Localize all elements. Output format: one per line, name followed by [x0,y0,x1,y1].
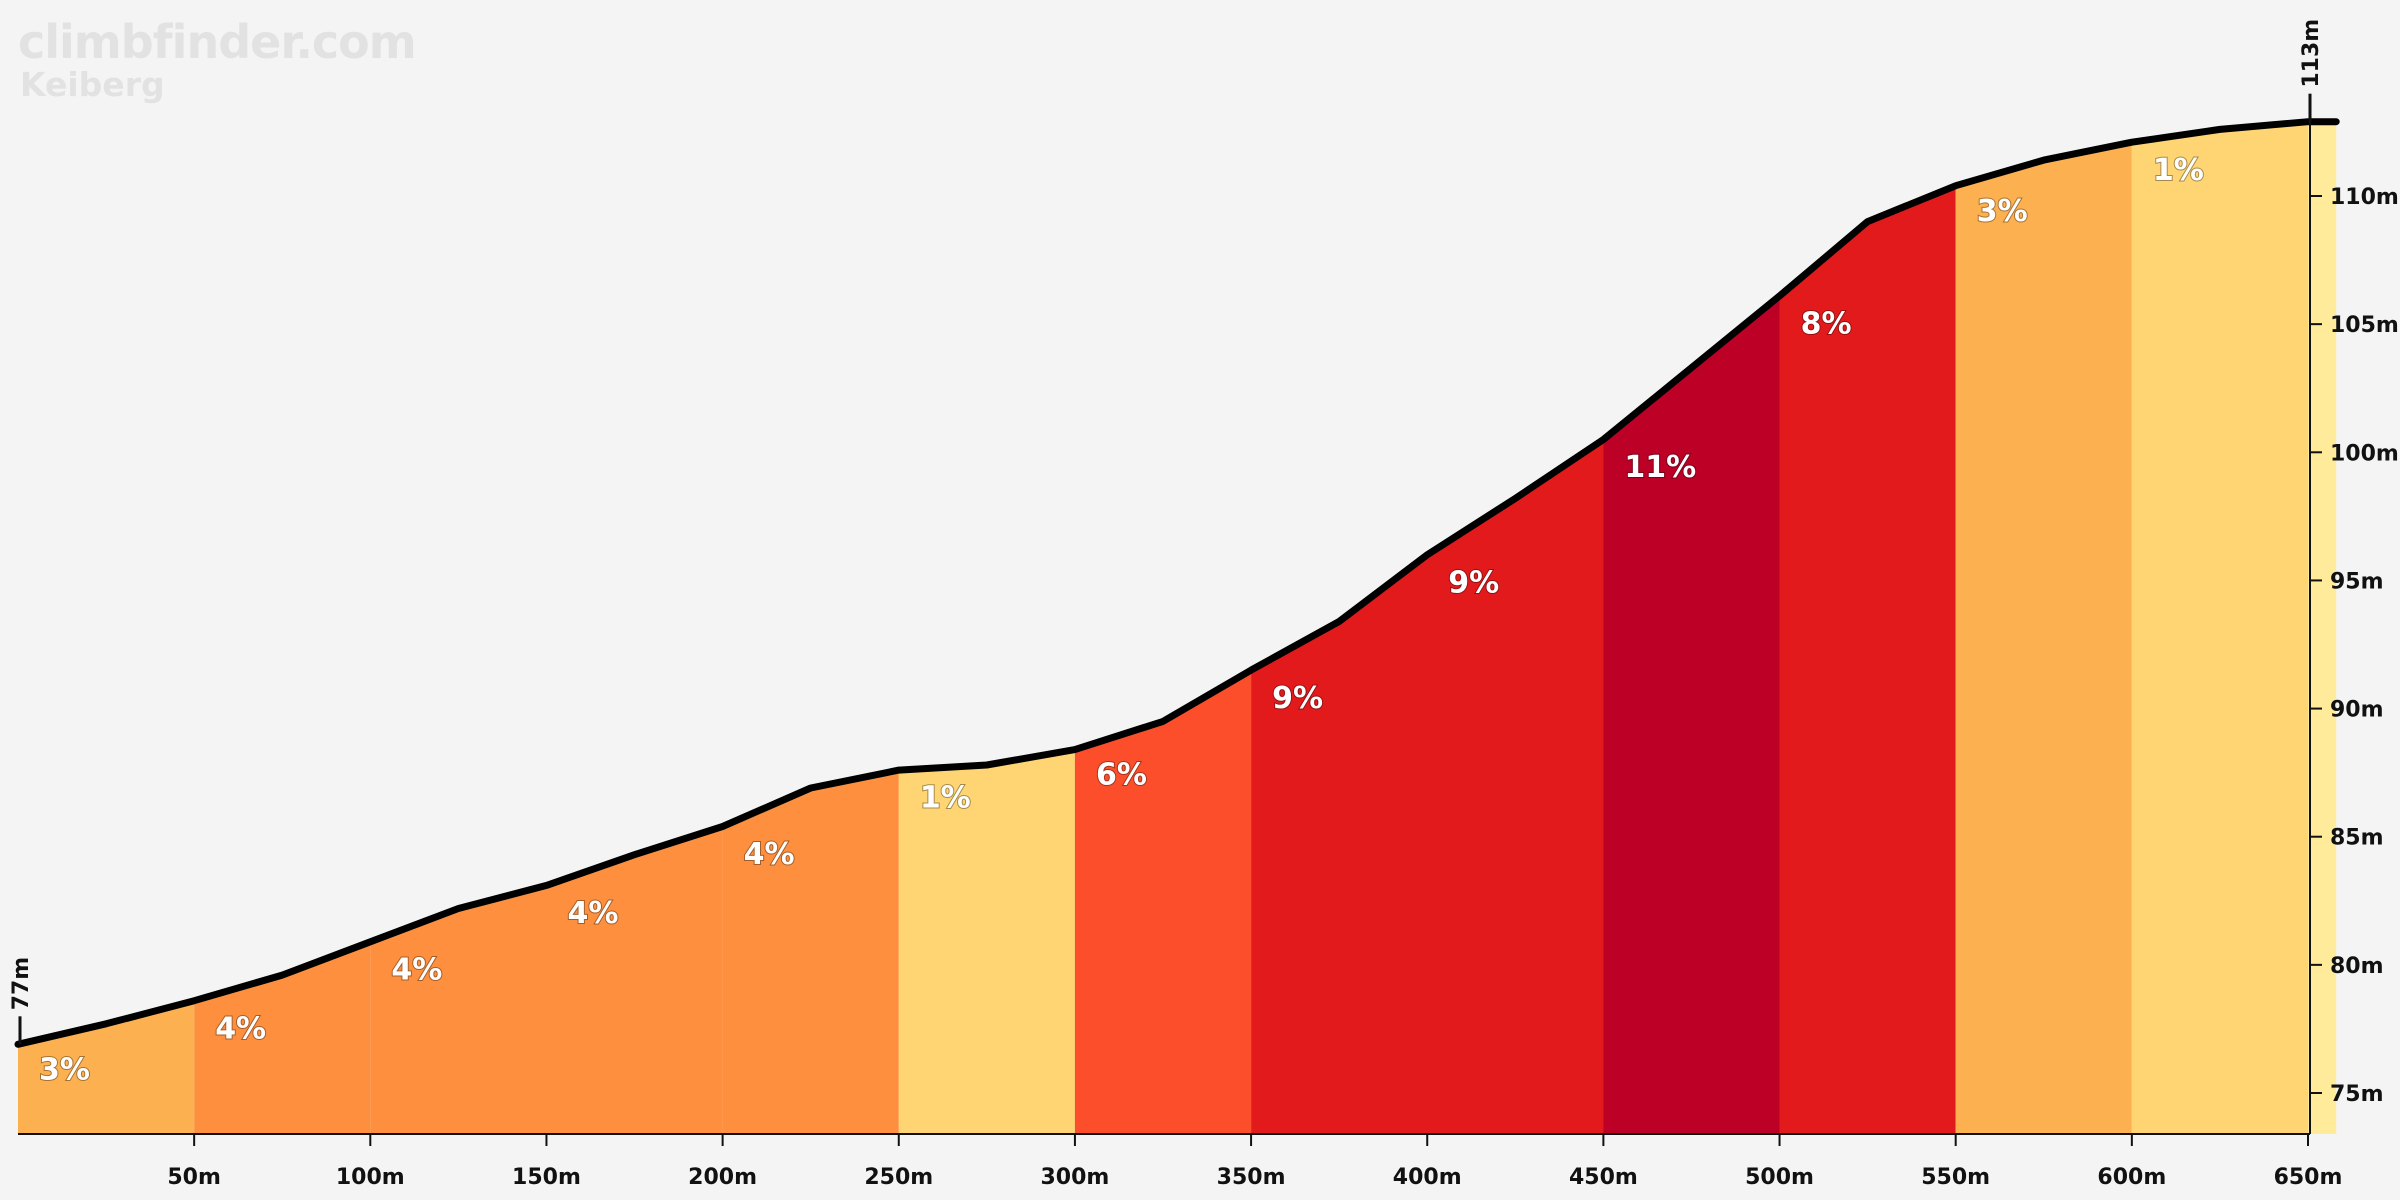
y-tick-label-2: 80m [2330,954,2384,979]
watermark: climbfinder.com Keiberg [18,15,417,104]
grade-segments [18,121,2337,1134]
grade-segment-12 [1955,142,2132,1134]
y-tick-label-4: 90m [2330,698,2384,723]
grade-segment-11 [1779,185,1956,1134]
x-tick-label-6: 300m [1040,1165,1109,1190]
grade-label-5: 4% [744,837,795,872]
x-tick-label-8: 400m [1393,1165,1462,1190]
grade-segment-1 [18,1000,195,1134]
y-tick-label-3: 85m [2330,826,2384,851]
x-tick-label-9: 450m [1569,1165,1638,1190]
y-tick-label-7: 105m [2330,313,2399,338]
grade-label-9: 9% [1448,565,1499,600]
x-tick-label-3: 150m [512,1165,581,1190]
grade-segment-6 [898,749,1075,1134]
endpoint-markers: 77m 113m [9,19,2324,1045]
grade-label-1: 3% [39,1052,90,1087]
grade-label-10: 11% [1624,450,1696,485]
grade-label-2: 4% [215,1011,266,1046]
x-tick-label-1: 50m [167,1165,221,1190]
y-tick-label-1: 75m [2330,1082,2384,1107]
grade-label-11: 8% [1801,307,1852,342]
watermark-climb-name: Keiberg [20,65,165,104]
x-tick-label-7: 350m [1217,1165,1286,1190]
grade-segment-3 [370,885,547,1134]
grade-label-13: 1% [2153,153,2204,188]
grade-segment-10 [1603,296,1780,1134]
x-tick-label-13: 650m [2274,1165,2343,1190]
x-tick-label-10: 500m [1745,1165,1814,1190]
grade-label-4: 4% [568,896,619,931]
grade-labels: 3% 4% 4% 4% 4% 1% 6% 9% 9% 11% 8% 3% 1% [38,152,2205,1089]
x-tick-label-12: 600m [2097,1165,2166,1190]
grade-segment-14 [2308,121,2337,1134]
y-tick-label-5: 95m [2330,569,2384,594]
axes: 50m 100m 150m 200m 250m 300m 350m 400m 450m 500m 5… [18,118,2399,1190]
x-tick-label-4: 200m [688,1165,757,1190]
grade-label-6: 1% [920,781,971,816]
x-tick-label-11: 550m [1921,1165,1990,1190]
profile-line [14,118,2340,1048]
grade-label-7: 6% [1096,758,1147,793]
x-tick-label-2: 100m [336,1165,405,1190]
grade-segment-9 [1427,439,1604,1134]
x-tick-label-5: 250m [864,1165,933,1190]
grade-segment-13 [2131,121,2308,1134]
y-tick-label-8: 110m [2330,185,2399,210]
end-elevation-label: 113m [2299,19,2324,88]
grade-label-3: 4% [391,952,442,987]
y-tick-label-6: 100m [2330,441,2399,466]
grade-segment-7 [1074,670,1252,1134]
grade-segment-5 [722,770,899,1134]
start-elevation-label: 77m [9,957,34,1011]
grade-segment-4 [546,826,723,1134]
watermark-site: climbfinder.com [18,15,416,69]
profile-line-group [14,118,2340,1048]
grade-label-12: 3% [1977,194,2028,229]
grade-label-8: 9% [1272,681,1323,716]
